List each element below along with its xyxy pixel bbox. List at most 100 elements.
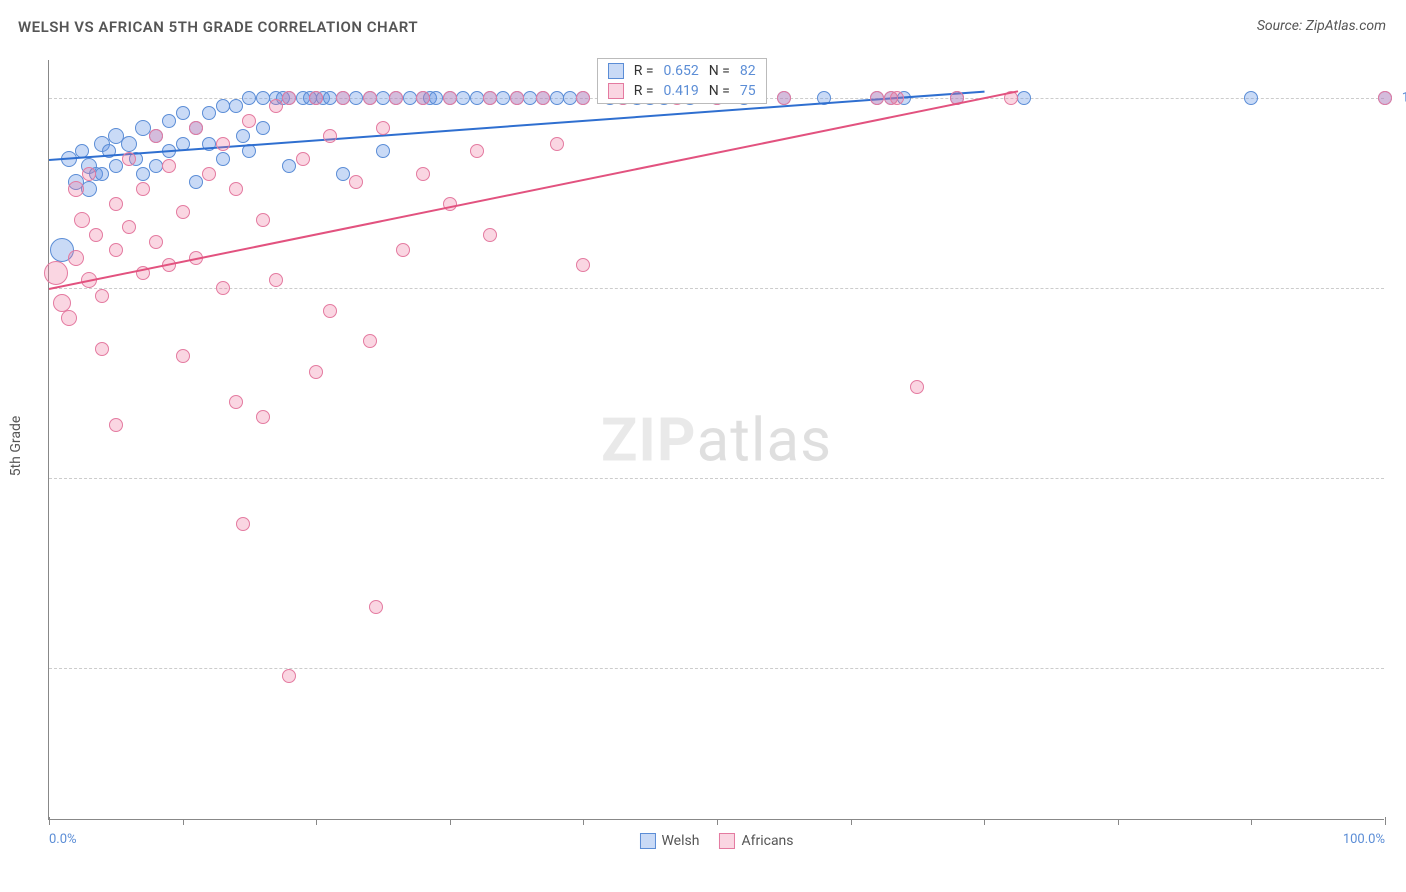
scatter-point — [176, 106, 190, 120]
scatter-point — [216, 152, 230, 166]
gridline — [49, 668, 1384, 669]
scatter-point — [470, 91, 484, 105]
scatter-point — [202, 106, 216, 120]
scatter-point — [349, 91, 363, 105]
plot-area: ZIPatlas 92.5%95.0%97.5%100.0%0.0%100.0%… — [48, 60, 1384, 820]
scatter-point — [363, 334, 377, 348]
scatter-point — [229, 395, 243, 409]
scatter-point — [416, 167, 430, 181]
scatter-point — [82, 167, 96, 181]
xtick — [1251, 819, 1252, 825]
stat-n-value: 75 — [740, 83, 756, 99]
xtick-label: 0.0% — [49, 832, 77, 847]
scatter-point — [396, 243, 410, 257]
xtick — [984, 819, 985, 825]
scatter-point — [296, 152, 310, 166]
scatter-point — [162, 159, 176, 173]
y-axis-label: 5th Grade — [8, 416, 24, 477]
scatter-point — [323, 129, 337, 143]
gridline — [49, 478, 1384, 479]
scatter-point — [121, 136, 137, 152]
scatter-point — [389, 91, 403, 105]
watermark-light: atlas — [697, 404, 832, 475]
scatter-point — [282, 91, 296, 105]
scatter-point — [403, 91, 417, 105]
legend-swatch — [639, 833, 655, 849]
scatter-point — [136, 182, 150, 196]
scatter-point — [269, 273, 283, 287]
legend: WelshAfricans — [639, 833, 793, 849]
scatter-point — [68, 181, 84, 197]
scatter-point — [256, 121, 270, 135]
scatter-point — [95, 289, 109, 303]
legend-label: Welsh — [661, 833, 699, 849]
scatter-point — [443, 91, 457, 105]
scatter-point — [109, 159, 123, 173]
scatter-point — [282, 159, 296, 173]
scatter-point — [242, 91, 256, 105]
scatter-point — [202, 167, 216, 181]
scatter-point — [416, 91, 430, 105]
xtick — [49, 817, 50, 825]
scatter-point — [309, 91, 323, 105]
scatter-point — [176, 205, 190, 219]
stat-label: N = — [709, 63, 730, 79]
scatter-point — [550, 137, 564, 151]
scatter-point — [109, 243, 123, 257]
scatter-point — [363, 91, 377, 105]
scatter-point — [74, 212, 90, 228]
scatter-point — [269, 99, 283, 113]
xtick — [183, 819, 184, 825]
scatter-point — [910, 380, 924, 394]
scatter-point — [309, 365, 323, 379]
scatter-point — [229, 182, 243, 196]
scatter-point — [176, 349, 190, 363]
scatter-point — [229, 99, 243, 113]
scatter-point — [136, 167, 150, 181]
scatter-point — [122, 220, 136, 234]
legend-swatch — [608, 63, 624, 79]
ytick-label: 100.0% — [1402, 91, 1406, 106]
stats-box: R = 0.652N = 82 R = 0.419 N = 75 — [597, 58, 767, 104]
scatter-point — [109, 418, 123, 432]
scatter-point — [336, 91, 350, 105]
scatter-point — [1378, 91, 1392, 105]
scatter-point — [109, 197, 123, 211]
trend-line — [49, 90, 1018, 290]
gridline — [49, 288, 1384, 289]
stat-r-value: 0.419 — [664, 83, 699, 99]
scatter-point — [890, 91, 904, 105]
scatter-point — [870, 91, 884, 105]
scatter-point — [369, 600, 383, 614]
legend-swatch — [608, 83, 624, 99]
scatter-point — [236, 129, 250, 143]
xtick — [717, 819, 718, 825]
watermark-bold: ZIP — [601, 404, 697, 475]
scatter-point — [149, 235, 163, 249]
scatter-point — [189, 175, 203, 189]
xtick — [851, 819, 852, 825]
xtick — [450, 819, 451, 825]
scatter-point — [336, 167, 350, 181]
xtick — [316, 819, 317, 825]
scatter-point — [323, 91, 337, 105]
scatter-point — [470, 144, 484, 158]
scatter-point — [95, 167, 109, 181]
scatter-point — [149, 159, 163, 173]
scatter-point — [563, 91, 577, 105]
scatter-point — [510, 91, 524, 105]
scatter-point — [576, 258, 590, 272]
xtick — [1385, 817, 1386, 825]
stat-label: N = — [709, 83, 730, 99]
scatter-point — [61, 310, 77, 326]
scatter-point — [68, 250, 84, 266]
stat-label: R = — [634, 83, 654, 99]
stats-row: R = 0.652N = 82 — [598, 61, 766, 81]
scatter-point — [256, 213, 270, 227]
scatter-point — [429, 91, 443, 105]
scatter-point — [216, 281, 230, 295]
xtick — [1118, 819, 1119, 825]
scatter-point — [376, 91, 390, 105]
scatter-point — [550, 91, 564, 105]
scatter-point — [536, 91, 550, 105]
